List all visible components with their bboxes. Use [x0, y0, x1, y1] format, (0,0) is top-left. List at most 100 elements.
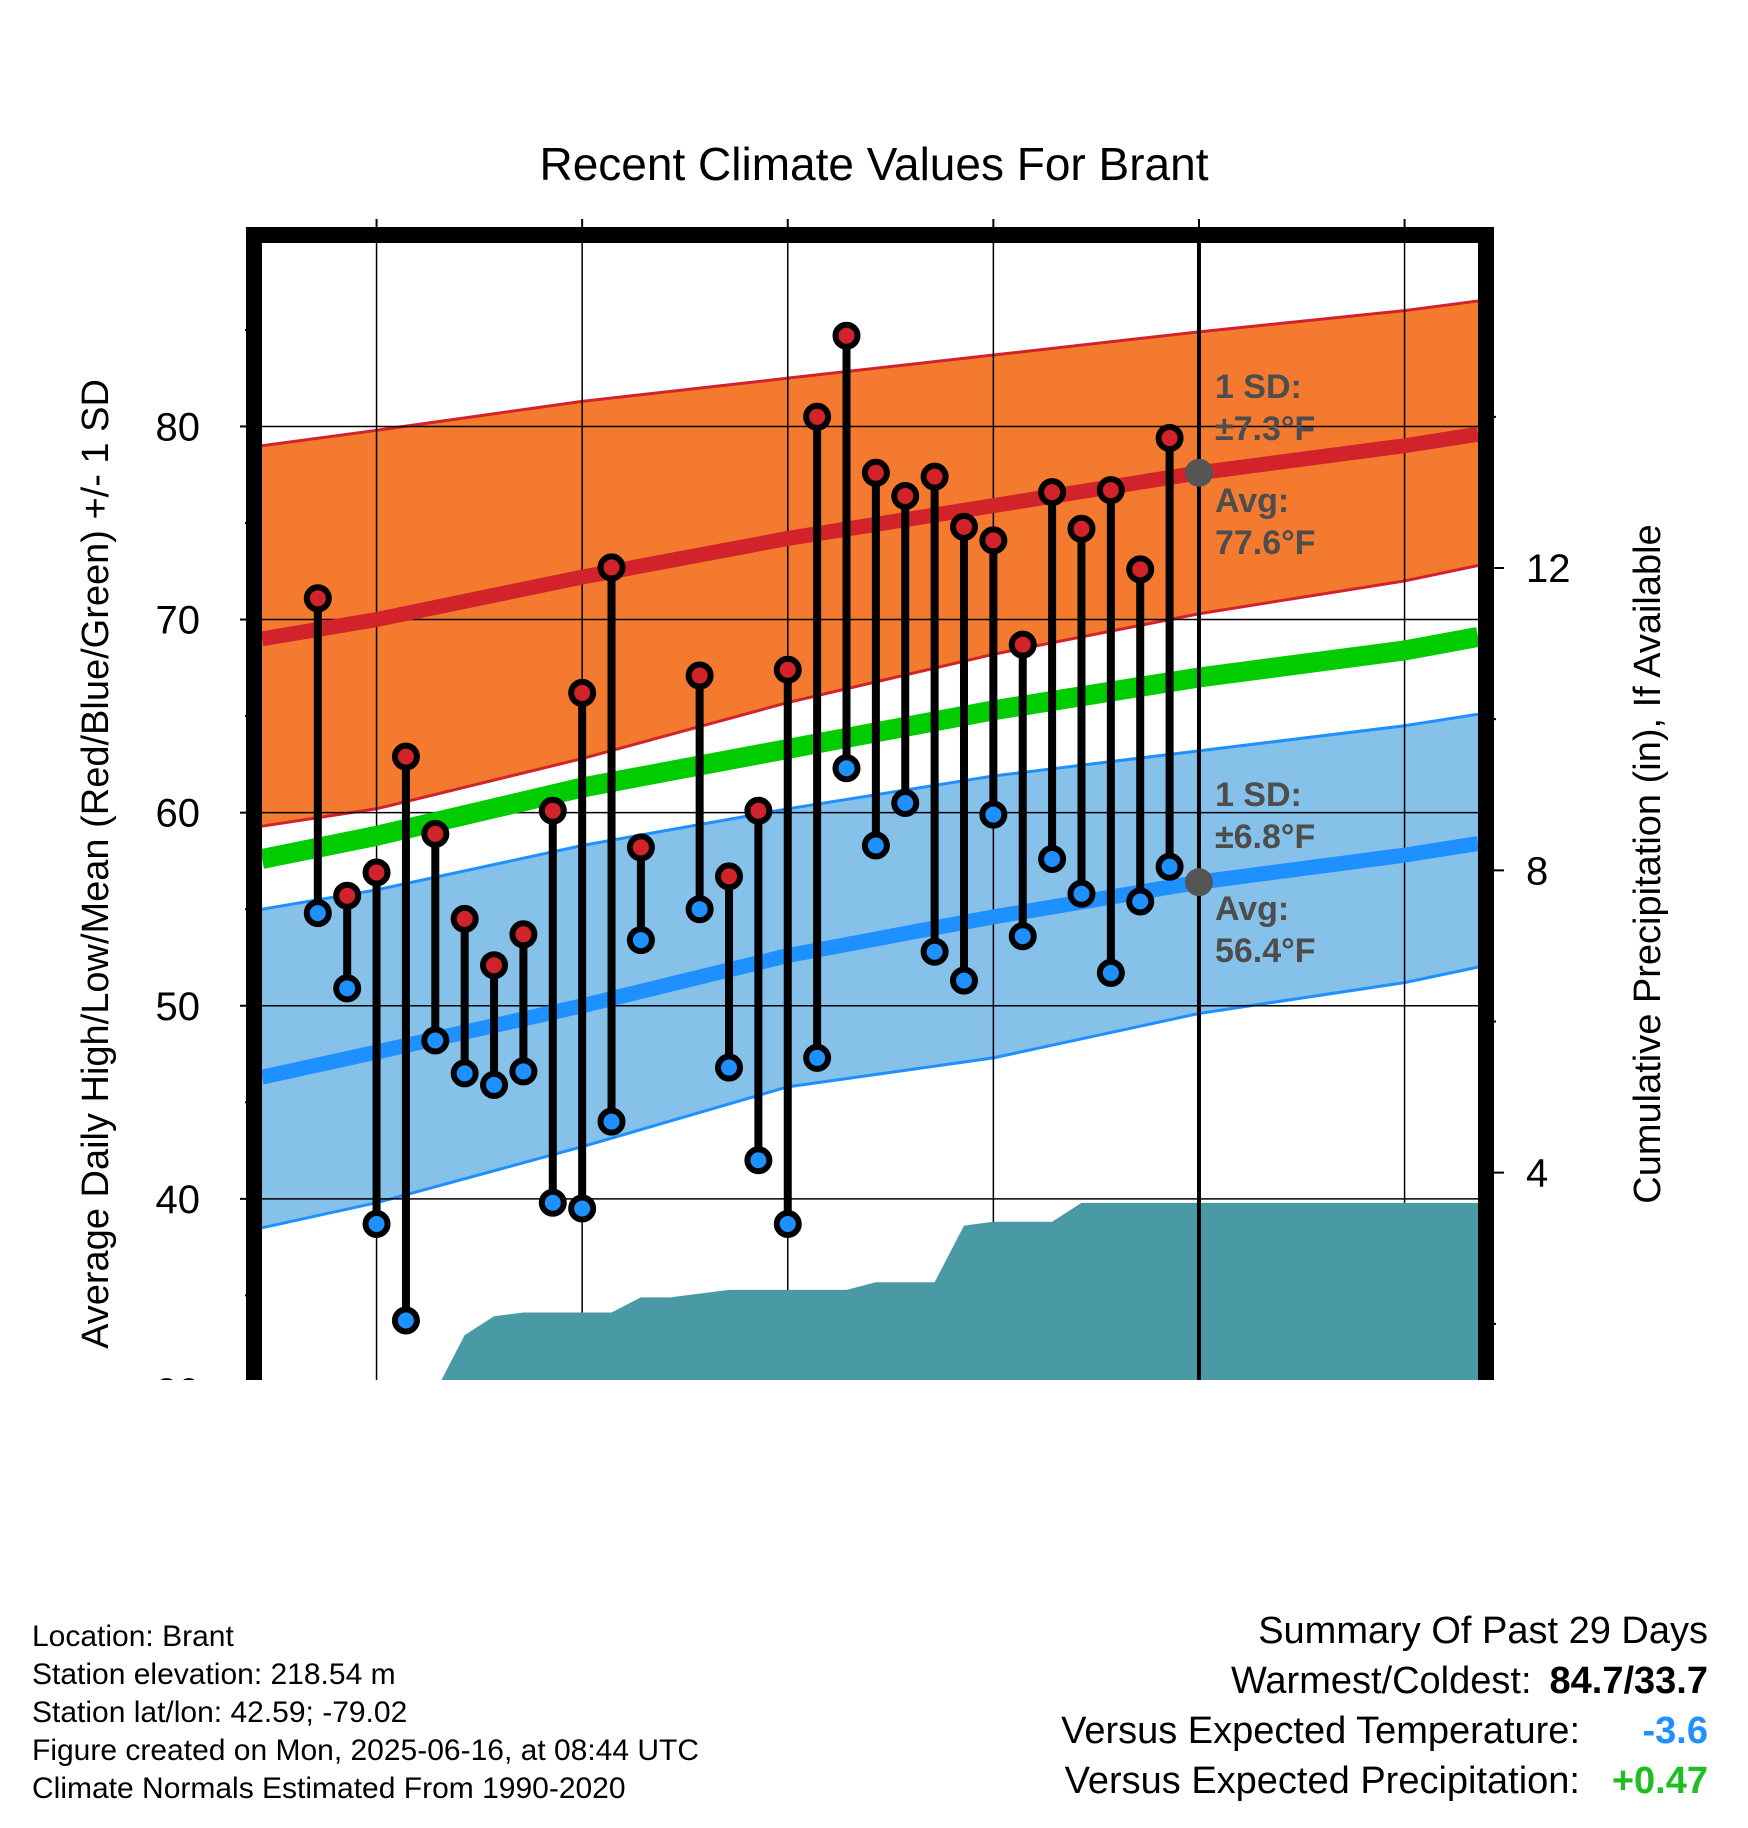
obs-low-point: [450, 1059, 479, 1088]
obs-low-point: [715, 1053, 744, 1082]
obs-high-point: [715, 862, 744, 891]
obs-high-point: [421, 819, 450, 848]
annotations: 1 SD: ±7.3°F Avg: 77.6°F 1 SD: ±6.8°F Avg: 56.4…: [1184, 368, 1316, 1380]
location-text: Location: Brant: [32, 1620, 234, 1653]
temp-value: -3.6: [1642, 1710, 1708, 1752]
low-avg-marker: [1184, 868, 1213, 897]
precip-area: [441, 1202, 1478, 1380]
obs-high-point: [1126, 555, 1155, 584]
y-tick-label: 80: [156, 405, 201, 449]
obs-high-point: [861, 458, 890, 487]
obs-high-point: [362, 858, 391, 887]
high-minus-sd-edge: [261, 564, 1479, 828]
station-info: Location: Brant Station elevation: 218.5…: [32, 1618, 699, 1808]
precip-label: Versus Expected Precipitation:: [1064, 1760, 1580, 1802]
obs-low-point: [362, 1209, 391, 1238]
high-avg-marker: [1184, 458, 1213, 487]
obs-low-point: [1126, 887, 1155, 916]
obs-high-point: [1155, 424, 1184, 453]
low-mean-line: [260, 836, 1480, 1085]
obs-high-point: [597, 553, 626, 582]
normals-text: Climate Normals Estimated From 1990-2020: [32, 1772, 626, 1805]
obs-low-point: [303, 899, 332, 928]
y-tick-label: 60: [156, 792, 201, 836]
obs-high-point: [450, 904, 479, 933]
warm-cold-label: Warmest/Coldest:: [1230, 1660, 1532, 1702]
obs-high-point: [391, 742, 420, 771]
obs-low-point: [568, 1194, 597, 1223]
high-avg-label: Avg:: [1215, 482, 1289, 520]
high-sd-value: ±7.3°F: [1215, 410, 1315, 448]
obs-high-point: [1067, 514, 1096, 543]
obs-low-point: [538, 1188, 567, 1217]
obs-low-point: [861, 831, 890, 860]
obs-high-point: [480, 951, 509, 980]
latlon-text: Station lat/lon: 42.59; -79.02: [32, 1696, 408, 1729]
obs-low-point: [626, 926, 655, 955]
obs-low-point: [333, 974, 362, 1003]
axes: 30405060708004812May 19May 26Jun 02Jun 0…: [75, 219, 1669, 1380]
obs-high-point: [626, 833, 655, 862]
obs-high-point: [979, 526, 1008, 555]
summary-precip: Versus Expected Precipitation: +0.47: [1065, 1760, 1708, 1803]
y2-tick-label: 8: [1526, 849, 1548, 893]
low-sd-label: 1 SD:: [1215, 776, 1302, 814]
obs-low-point: [391, 1306, 420, 1335]
obs-high-point: [568, 678, 597, 707]
y-tick-label: 50: [156, 985, 201, 1029]
obs-low-point: [979, 800, 1008, 829]
y-axis-label: Average Daily High/Low/Mean (Red/Blue/Gr…: [75, 379, 117, 1349]
obs-high-point: [333, 881, 362, 910]
normal-lines: [260, 243, 1480, 1380]
obs-low-point: [891, 789, 920, 817]
obs-high-point: [538, 796, 567, 825]
elevation-text: Station elevation: 218.54 m: [32, 1658, 396, 1691]
obs-low-point: [509, 1057, 538, 1086]
low-plus-sd-edge: [261, 712, 1479, 911]
obs-high-point: [1008, 630, 1037, 659]
obs-high-point: [685, 661, 714, 690]
obs-high-point: [891, 481, 920, 510]
temp-label: Versus Expected Temperature:: [1061, 1710, 1580, 1752]
obs-low-point: [421, 1026, 450, 1055]
y-tick-label: 40: [156, 1178, 201, 1222]
obs-low-point: [1038, 845, 1067, 873]
y2-tick-label: 12: [1526, 547, 1571, 591]
precipitation-area: [441, 1202, 1478, 1380]
mean-line: [260, 627, 1480, 869]
low-avg-label: Avg:: [1215, 890, 1289, 928]
climate-chart: Recent Climate Values For Brant 30 40 50 60…: [75, 138, 1669, 1380]
plot-frame: [246, 227, 1494, 1380]
obs-low-point: [920, 937, 949, 966]
observations: [303, 321, 1184, 1335]
obs-high-point: [773, 655, 802, 684]
days-count-label: 30: [1211, 1379, 1253, 1380]
created-text: Figure created on Mon, 2025-06-16, at 08…: [32, 1734, 700, 1767]
obs-low-point: [480, 1070, 509, 1099]
summary-warm-cold: Warmest/Coldest: 84.7/33.7: [1231, 1660, 1708, 1703]
obs-low-point: [832, 754, 861, 783]
obs-low-point: [1067, 879, 1096, 908]
obs-high-point: [509, 920, 538, 949]
high-sd-label: 1 SD:: [1215, 368, 1302, 406]
low-sd-value: ±6.8°F: [1215, 818, 1315, 856]
low-minus-sd-edge: [261, 965, 1479, 1230]
high-mean-line: [260, 426, 1480, 647]
low-sd-band: [262, 714, 1478, 1228]
summary-title: Summary Of Past 29 Days: [1258, 1610, 1708, 1652]
obs-high-point: [1038, 478, 1067, 507]
plot-border: [246, 227, 1494, 1380]
obs-low-point: [773, 1209, 802, 1238]
obs-high-point: [803, 402, 832, 431]
obs-low-point: [685, 895, 714, 924]
obs-low-point: [744, 1146, 773, 1175]
y2-axis-label: Cumulative Precipitation (in), If Availa…: [1627, 524, 1669, 1203]
warm-cold-value: 84.7/33.7: [1549, 1660, 1708, 1702]
obs-high-point: [920, 462, 949, 491]
obs-high-point: [1096, 476, 1125, 505]
y2-tick-label: 4: [1526, 1152, 1548, 1196]
obs-high-point: [744, 796, 773, 825]
y-tick-label: 30: [156, 1371, 201, 1380]
y-tick-label: 70: [156, 599, 201, 643]
obs-low-point: [1096, 958, 1125, 987]
